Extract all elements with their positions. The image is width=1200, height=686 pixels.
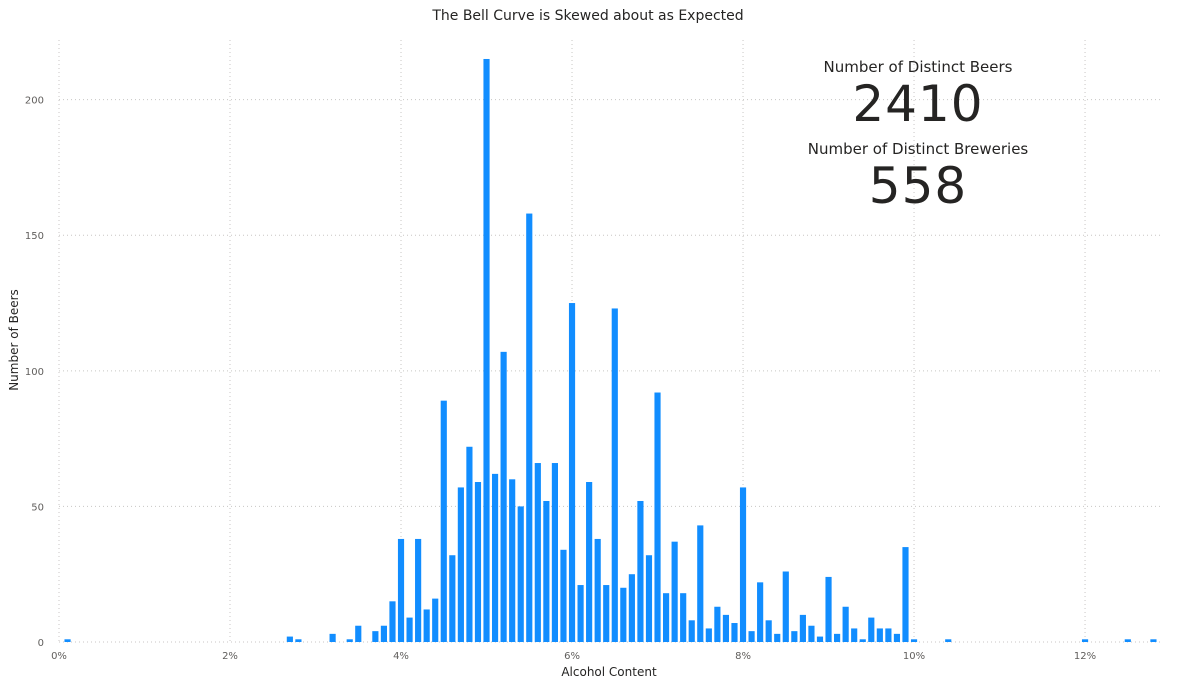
histogram-bar[interactable] — [577, 585, 584, 642]
histogram-bar[interactable] — [355, 625, 362, 642]
histogram-bar[interactable] — [329, 633, 336, 642]
histogram-bar[interactable] — [500, 351, 507, 642]
chart-title: The Bell Curve is Skewed about as Expect… — [431, 8, 743, 24]
histogram-bar[interactable] — [449, 555, 456, 642]
y-tick-label: 150 — [25, 231, 44, 242]
histogram-bar[interactable] — [799, 614, 806, 642]
histogram-bar[interactable] — [526, 213, 533, 643]
histogram-bar[interactable] — [372, 631, 379, 642]
histogram-bar[interactable] — [671, 541, 678, 642]
x-tick-label: 0% — [51, 651, 67, 662]
histogram-bar[interactable] — [791, 631, 798, 642]
histogram-bar[interactable] — [816, 636, 824, 642]
histogram-bar[interactable] — [868, 617, 875, 642]
kpi-label: Number of Distinct Breweries — [807, 140, 1029, 158]
histogram-bar[interactable] — [885, 628, 892, 642]
histogram-bar[interactable] — [714, 606, 721, 642]
histogram-bar[interactable] — [286, 636, 293, 642]
x-tick-label: 2% — [222, 651, 238, 662]
histogram-bar[interactable] — [680, 593, 687, 642]
histogram-bar[interactable] — [543, 500, 550, 642]
histogram-bar[interactable] — [1124, 639, 1131, 642]
histogram-bar[interactable] — [697, 525, 704, 642]
histogram-bar[interactable] — [705, 628, 712, 642]
kpi-value: 2410 — [852, 75, 984, 133]
histogram-bar[interactable] — [611, 308, 618, 642]
x-tick-label: 10% — [903, 651, 925, 662]
histogram-bar[interactable] — [568, 303, 576, 642]
histogram-bar[interactable] — [893, 633, 901, 642]
histogram-bar[interactable] — [654, 392, 661, 642]
histogram-bar[interactable] — [910, 639, 918, 642]
x-tick-label: 8% — [735, 651, 751, 662]
histogram-bar[interactable] — [483, 58, 490, 643]
y-tick-label: 0 — [38, 638, 44, 649]
histogram-bar[interactable] — [774, 633, 781, 642]
histogram-bar[interactable] — [491, 473, 499, 642]
kpi-value: 558 — [868, 157, 968, 215]
histogram-bar[interactable] — [397, 538, 405, 642]
histogram-bar[interactable] — [457, 487, 464, 642]
histogram-bar[interactable] — [1150, 639, 1157, 642]
histogram-bar[interactable] — [765, 620, 772, 642]
histogram-bar[interactable] — [876, 628, 883, 642]
histogram-bar[interactable] — [945, 639, 952, 642]
histogram-bar[interactable] — [748, 631, 755, 642]
histogram-bar[interactable] — [1081, 639, 1089, 642]
x-axis-title: Alcohol Content — [561, 665, 657, 679]
histogram-bar[interactable] — [380, 625, 387, 642]
histogram-bar[interactable] — [586, 482, 593, 642]
y-tick-label: 100 — [25, 367, 44, 378]
histogram-bar[interactable] — [509, 479, 516, 642]
histogram-bar[interactable] — [825, 576, 832, 642]
kpi-card-beers: Number of Distinct Beers 2410 — [778, 58, 1058, 132]
histogram-bar[interactable] — [603, 585, 610, 642]
histogram-bar[interactable] — [834, 633, 841, 642]
histogram-bar[interactable] — [534, 463, 541, 642]
bars — [64, 58, 1157, 643]
histogram-bar[interactable] — [406, 617, 413, 642]
histogram-bar[interactable] — [620, 587, 627, 642]
histogram-bar[interactable] — [423, 609, 430, 642]
x-tick-label: 6% — [564, 651, 580, 662]
kpi-card-breweries: Number of Distinct Breweries 558 — [778, 140, 1058, 214]
x-tick-label: 12% — [1074, 651, 1096, 662]
histogram-bar[interactable] — [295, 639, 302, 642]
histogram-bar[interactable] — [474, 482, 482, 642]
histogram-bar[interactable] — [722, 614, 730, 642]
histogram-bar[interactable] — [782, 571, 789, 643]
histogram-bar[interactable] — [851, 628, 858, 642]
histogram-bar[interactable] — [859, 639, 866, 642]
x-tick-label: 4% — [393, 651, 409, 662]
histogram-bar[interactable] — [637, 500, 644, 642]
histogram-bar[interactable] — [346, 639, 353, 642]
histogram-bar[interactable] — [645, 555, 653, 642]
tick-labels: 0 50 100 150 200 0% 2% 4% 6% 8% 10% 12% — [25, 96, 1096, 662]
histogram-bar[interactable] — [560, 549, 567, 642]
histogram-bar[interactable] — [517, 506, 524, 642]
histogram-bar[interactable] — [466, 446, 473, 642]
histogram-bar[interactable] — [902, 547, 909, 642]
histogram-bar[interactable] — [808, 625, 815, 642]
histogram-bar[interactable] — [440, 400, 447, 642]
histogram-bar[interactable] — [389, 601, 396, 642]
histogram-bar[interactable] — [551, 463, 558, 642]
kpi-label: Number of Distinct Beers — [823, 58, 1013, 76]
y-tick-label: 200 — [25, 96, 44, 107]
histogram-bar[interactable] — [731, 623, 738, 642]
histogram-bar[interactable] — [663, 593, 670, 642]
histogram-bar[interactable] — [64, 639, 71, 642]
histogram-bar[interactable] — [842, 606, 849, 642]
y-tick-label: 50 — [31, 502, 44, 513]
y-axis-title: Number of Beers — [7, 289, 21, 391]
histogram-bar[interactable] — [594, 538, 601, 642]
histogram-bar[interactable] — [628, 574, 635, 642]
histogram-bar[interactable] — [688, 620, 695, 642]
histogram-bar[interactable] — [739, 487, 747, 642]
histogram-bar[interactable] — [432, 598, 439, 642]
histogram-bar[interactable] — [415, 538, 422, 642]
histogram-bar[interactable] — [757, 582, 764, 642]
